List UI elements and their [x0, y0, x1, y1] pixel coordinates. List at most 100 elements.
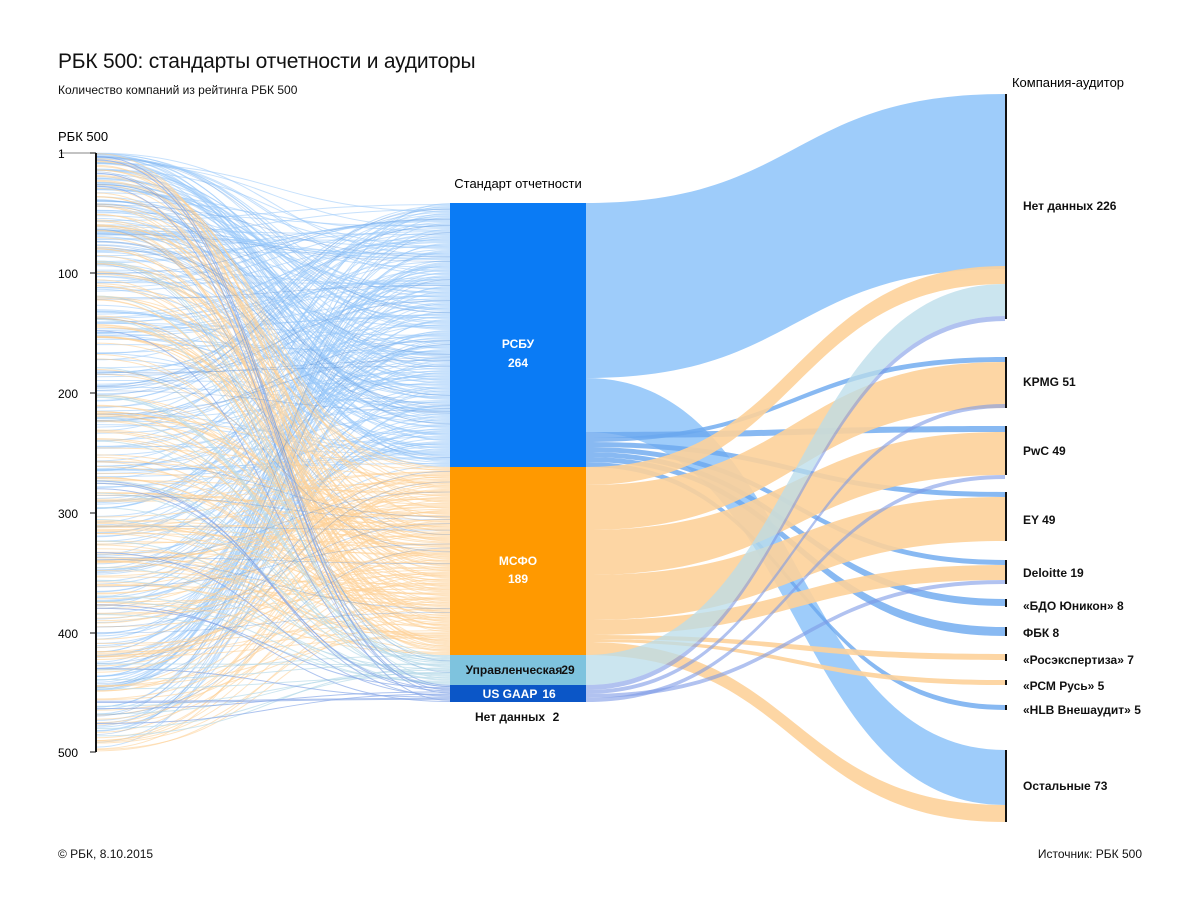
- auditor-label: «РСМ Русь» 5: [1023, 679, 1105, 693]
- flow-line: [95, 411, 451, 548]
- flow-line: [95, 588, 451, 603]
- flow-line: [95, 672, 451, 707]
- flow-line: [95, 224, 451, 396]
- flow-line: [95, 285, 451, 648]
- label-rsbu-name: РСБУ: [502, 337, 535, 351]
- flow-line: [95, 557, 451, 641]
- flow-line: [95, 523, 451, 628]
- flow-line: [95, 478, 451, 547]
- tick-label: 100: [58, 267, 78, 281]
- flow-line: [95, 359, 451, 375]
- flow-line: [95, 480, 451, 660]
- flow-line: [95, 395, 451, 593]
- flow-line: [95, 417, 451, 681]
- bar-msfo: [450, 467, 586, 655]
- flow-line: [95, 370, 451, 553]
- flow-line: [95, 572, 451, 700]
- flow-line: [95, 584, 451, 628]
- auditor-value: 51: [1062, 375, 1076, 389]
- flow-msfo-other: [586, 642, 1005, 822]
- flow-line: [95, 356, 451, 415]
- flow-msfo-ey: [586, 497, 1005, 620]
- flow-line: [95, 175, 451, 579]
- flow-line: [95, 153, 451, 311]
- flow-line: [95, 245, 451, 324]
- flow-line: [95, 519, 451, 685]
- flow-line: [95, 204, 451, 258]
- auditor-value: 19: [1070, 566, 1084, 580]
- flow-line: [95, 282, 451, 284]
- flow-line: [95, 284, 451, 333]
- flow-line: [95, 188, 451, 313]
- flow-msfo-rosexp: [586, 635, 1005, 660]
- flow-line: [95, 183, 451, 425]
- flow-line: [95, 354, 451, 617]
- auditor-name: KPMG: [1023, 375, 1062, 389]
- middle-title: Стандарт отчетности: [454, 176, 581, 191]
- flow-line: [95, 477, 451, 624]
- bar-usgaap: [450, 685, 586, 702]
- flow-usgaap-deloitte: [586, 580, 1005, 698]
- flow-line: [95, 228, 451, 662]
- flow-line: [95, 394, 451, 661]
- flow-line: [95, 244, 451, 458]
- page-subtitle: Количество компаний из рейтинга РБК 500: [58, 83, 298, 97]
- auditor-name: ФБК: [1023, 626, 1053, 640]
- flow-line: [95, 318, 451, 659]
- flow-line: [95, 405, 451, 539]
- flow-line: [95, 299, 451, 652]
- flow-line: [95, 614, 451, 656]
- flow-line: [95, 261, 451, 578]
- flow-line: [95, 470, 451, 664]
- auditor-label: Нет данных 226: [1023, 199, 1117, 213]
- flow-line: [95, 229, 451, 257]
- flow-line: [95, 495, 451, 520]
- flow-line: [95, 413, 451, 630]
- auditor-value: 49: [1042, 513, 1056, 527]
- flow-line: [95, 152, 451, 256]
- auditor-label: EY 49: [1023, 513, 1056, 527]
- label-managerial-name: Управленческая: [466, 663, 563, 677]
- right-flows: [586, 94, 1005, 822]
- flow-line: [95, 340, 451, 421]
- flow-line: [95, 491, 451, 561]
- auditor-label: «HLB Внешаудит» 5: [1023, 703, 1141, 717]
- flow-line: [95, 159, 451, 694]
- flow-line: [95, 326, 451, 485]
- flow-line: [95, 233, 451, 262]
- flow-line: [95, 525, 451, 531]
- flow-line: [95, 553, 451, 637]
- auditor-name: «Росэкспертиза»: [1023, 653, 1127, 667]
- flow-line: [95, 309, 451, 448]
- flow-line: [95, 154, 451, 368]
- flow-line: [95, 155, 451, 441]
- label-msfo-value: 189: [508, 572, 528, 586]
- label-usgaap-name: US GAAP: [483, 687, 538, 701]
- label-managerial-value: 29: [561, 663, 575, 677]
- flow-line: [95, 604, 451, 702]
- flow-line: [95, 390, 451, 412]
- flow-line: [95, 180, 451, 532]
- right-title: Компания-аудитор: [1012, 75, 1124, 90]
- left-axis-ticks: 1 100 200 300 400 500: [58, 147, 96, 760]
- flow-usgaap-pwc: [586, 475, 1005, 702]
- flow-line: [95, 595, 451, 670]
- flow-line: [95, 263, 451, 497]
- flow-line: [95, 304, 451, 463]
- flow-line: [95, 461, 451, 518]
- label-rsbu-value: 264: [508, 356, 528, 370]
- flow-line: [95, 669, 451, 715]
- auditor-value: 49: [1052, 444, 1066, 458]
- auditor-label: Остальные 73: [1023, 779, 1108, 793]
- flow-msfo-rsm: [586, 639, 1005, 685]
- flow-line: [95, 317, 451, 640]
- label-nodata-value: 2: [553, 710, 560, 724]
- auditor-label: Deloitte 19: [1023, 566, 1084, 580]
- flow-line: [95, 480, 451, 697]
- left-axis-title: РБК 500: [58, 129, 108, 144]
- flow-line: [95, 174, 451, 487]
- flow-line: [95, 155, 451, 363]
- standard-bars: [450, 203, 586, 702]
- flow-line: [95, 344, 451, 574]
